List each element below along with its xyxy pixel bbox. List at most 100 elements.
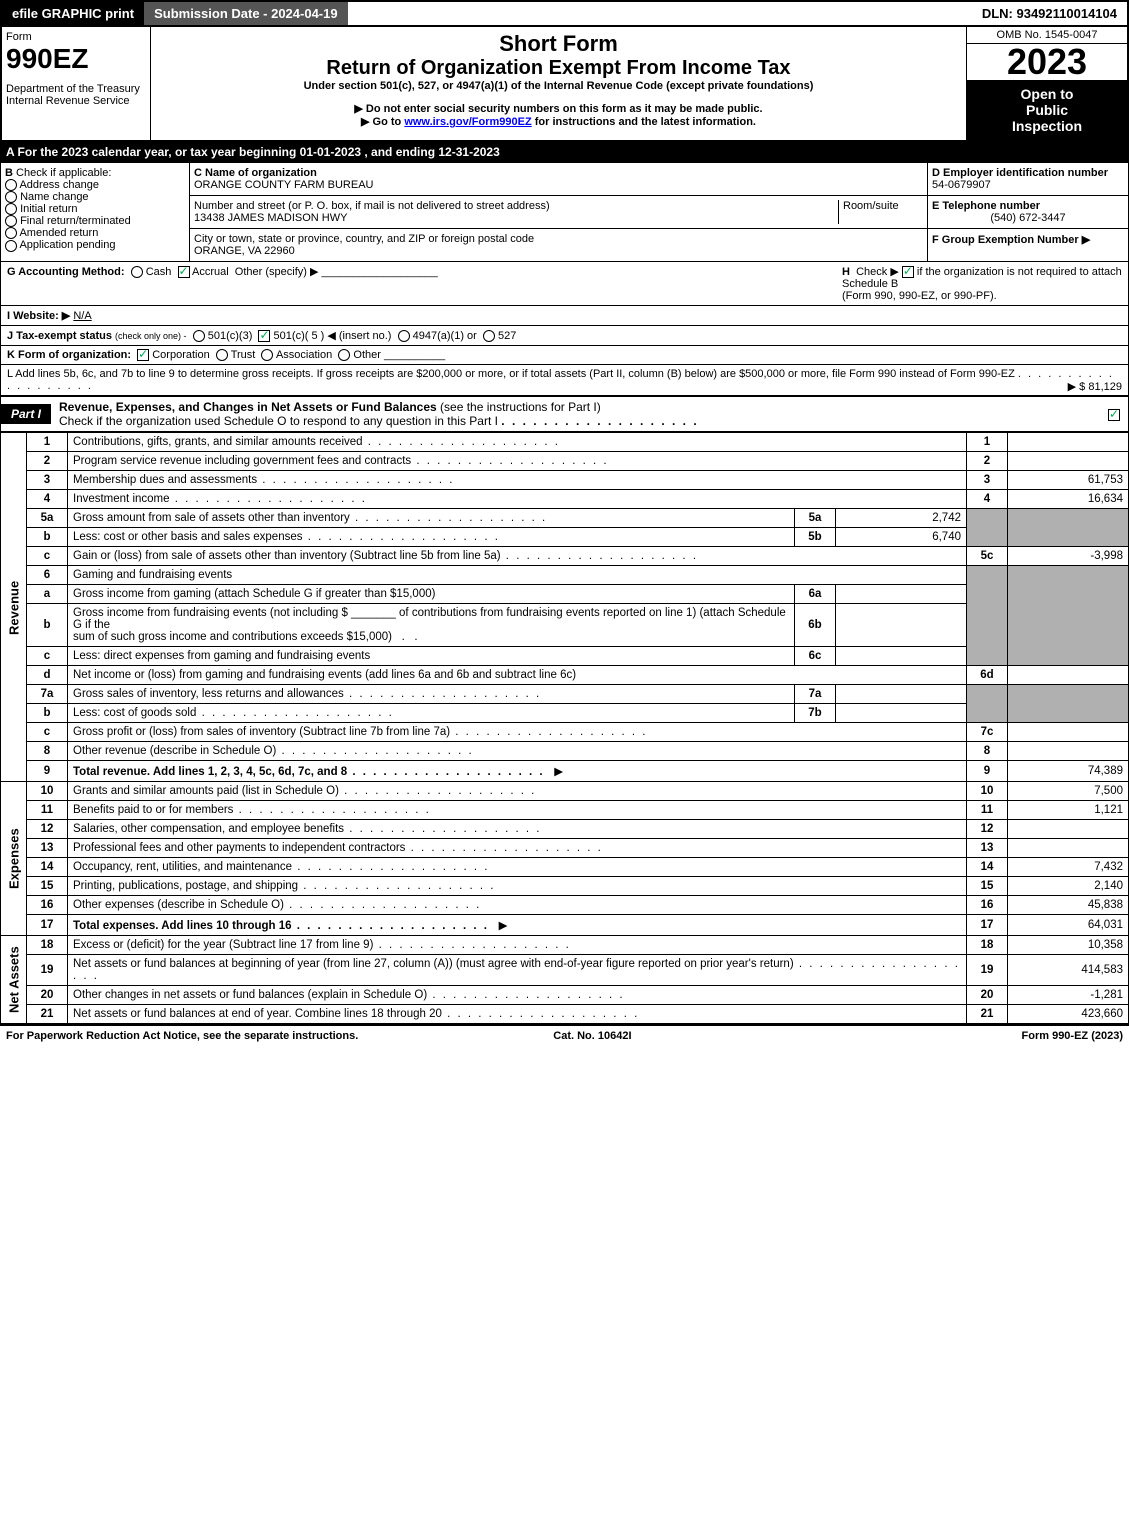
line-20-num: 20: [27, 986, 68, 1005]
line-6d-amt: [1008, 666, 1129, 685]
line-5a-num: 5a: [27, 509, 68, 528]
checkbox-accrual[interactable]: [178, 266, 190, 278]
line-9-box: 9: [967, 761, 1008, 782]
line-16-num: 16: [27, 896, 68, 915]
line-14: 14 Occupancy, rent, utilities, and maint…: [1, 858, 1129, 877]
org-city: ORANGE, VA 22960: [194, 245, 295, 257]
checkbox-final-return[interactable]: [5, 215, 17, 227]
checkbox-corporation[interactable]: [137, 349, 149, 361]
open-line-1: Open to: [971, 86, 1123, 102]
open-line-2: Public: [971, 102, 1123, 118]
submission-date: Submission Date - 2024-04-19: [144, 2, 348, 25]
form-word: Form: [6, 31, 146, 43]
line-5b-samt: 6,740: [836, 528, 967, 547]
line-7b-sbox: 7b: [795, 704, 836, 723]
line-2-amt: [1008, 452, 1129, 471]
checkbox-amended-return[interactable]: [5, 227, 17, 239]
checkbox-address-change[interactable]: [5, 179, 17, 191]
line-2-box: 2: [967, 452, 1008, 471]
checkbox-4947[interactable]: [398, 330, 410, 342]
line-12-label: Salaries, other compensation, and employ…: [73, 823, 541, 835]
note2-post: for instructions and the latest informat…: [532, 116, 756, 128]
line-7c-num: c: [27, 723, 68, 742]
form-title-1: Short Form: [155, 31, 962, 57]
org-address: 13438 JAMES MADISON HWY: [194, 212, 347, 224]
checkbox-cash[interactable]: [131, 266, 143, 278]
line-5c-num: c: [27, 547, 68, 566]
line-21-box: 21: [967, 1005, 1008, 1024]
j-opt-0: 501(c)(3): [208, 330, 253, 342]
line-5b-sbox: 5b: [795, 528, 836, 547]
info-grid: B Check if applicable: Address change Na…: [0, 162, 1129, 262]
g-other: Other (specify) ▶: [235, 266, 319, 278]
line-5a-samt: 2,742: [836, 509, 967, 528]
top-bar: efile GRAPHIC print Submission Date - 20…: [0, 0, 1129, 27]
line-8-amt: [1008, 742, 1129, 761]
line-12-box: 12: [967, 820, 1008, 839]
grey-5-amt: [1008, 509, 1129, 547]
line-6b-label: Gross income from fundraising events (no…: [68, 604, 795, 647]
line-6d-box: 6d: [967, 666, 1008, 685]
line-4-box: 4: [967, 490, 1008, 509]
line-10-label: Grants and similar amounts paid (list in…: [73, 785, 536, 797]
checkbox-501c[interactable]: [258, 330, 270, 342]
line-7b-samt: [836, 704, 967, 723]
checkbox-other[interactable]: [338, 349, 350, 361]
tax-year: 2023: [967, 44, 1127, 80]
efile-print-button[interactable]: efile GRAPHIC print: [2, 2, 144, 25]
line-10-num: 10: [27, 782, 68, 801]
section-i: I Website: ▶ N/A: [0, 306, 1129, 326]
line-11: 11 Benefits paid to or for members 11 1,…: [1, 801, 1129, 820]
line-3: 3 Membership dues and assessments 3 61,7…: [1, 471, 1129, 490]
line-7c-amt: [1008, 723, 1129, 742]
grey-5: [967, 509, 1008, 547]
line-6a-samt: [836, 585, 967, 604]
k-opt-2: Association: [276, 349, 332, 361]
checkbox-schedule-o-part1[interactable]: [1108, 409, 1120, 421]
line-4-num: 4: [27, 490, 68, 509]
part-1-title-text: Revenue, Expenses, and Changes in Net As…: [59, 400, 437, 414]
h-text3: (Form 990, 990-EZ, or 990-PF).: [842, 290, 997, 302]
line-5c-box: 5c: [967, 547, 1008, 566]
line-2: 2 Program service revenue including gove…: [1, 452, 1129, 471]
footer-right: Form 990-EZ (2023): [1022, 1030, 1123, 1042]
irs-link[interactable]: www.irs.gov/Form990EZ: [404, 116, 531, 128]
opt-name-change: Name change: [20, 191, 89, 203]
checkbox-application-pending[interactable]: [5, 240, 17, 252]
checkbox-schedule-b[interactable]: [902, 266, 914, 278]
line-18-box: 18: [967, 936, 1008, 955]
line-6c: c Less: direct expenses from gaming and …: [1, 647, 1129, 666]
form-number: 990EZ: [6, 43, 146, 75]
line-15-num: 15: [27, 877, 68, 896]
checkbox-association[interactable]: [261, 349, 273, 361]
part-1-header: Part I Revenue, Expenses, and Changes in…: [0, 396, 1129, 432]
line-13: 13 Professional fees and other payments …: [1, 839, 1129, 858]
form-subtitle: Under section 501(c), 527, or 4947(a)(1)…: [155, 80, 962, 92]
line-4: 4 Investment income 4 16,634: [1, 490, 1129, 509]
checkbox-name-change[interactable]: [5, 191, 17, 203]
part-1-title: Revenue, Expenses, and Changes in Net As…: [51, 397, 1100, 431]
line-13-box: 13: [967, 839, 1008, 858]
line-14-label: Occupancy, rent, utilities, and maintena…: [73, 861, 489, 873]
section-l: L Add lines 5b, 6c, and 7b to line 9 to …: [0, 365, 1129, 396]
irs-label: Internal Revenue Service: [6, 95, 146, 107]
section-g-h: G Accounting Method: Cash Accrual Other …: [0, 262, 1129, 306]
checkbox-501c3[interactable]: [193, 330, 205, 342]
line-7a-sbox: 7a: [795, 685, 836, 704]
line-18-num: 18: [27, 936, 68, 955]
line-6c-label: Less: direct expenses from gaming and fu…: [68, 647, 795, 666]
line-12-num: 12: [27, 820, 68, 839]
checkbox-trust[interactable]: [216, 349, 228, 361]
line-3-amt: 61,753: [1008, 471, 1129, 490]
line-18: Net Assets 18 Excess or (deficit) for th…: [1, 936, 1129, 955]
open-to-public: Open to Public Inspection: [967, 80, 1127, 140]
line-12-amt: [1008, 820, 1129, 839]
g-accrual: Accrual: [192, 266, 229, 278]
checkbox-initial-return[interactable]: [5, 203, 17, 215]
line-7b-label: Less: cost of goods sold: [73, 707, 394, 719]
line-7b: b Less: cost of goods sold 7b: [1, 704, 1129, 723]
checkbox-527[interactable]: [483, 330, 495, 342]
c-label: C Name of organization: [194, 167, 317, 179]
line-6b-samt: [836, 604, 967, 647]
line-6b: b Gross income from fundraising events (…: [1, 604, 1129, 647]
